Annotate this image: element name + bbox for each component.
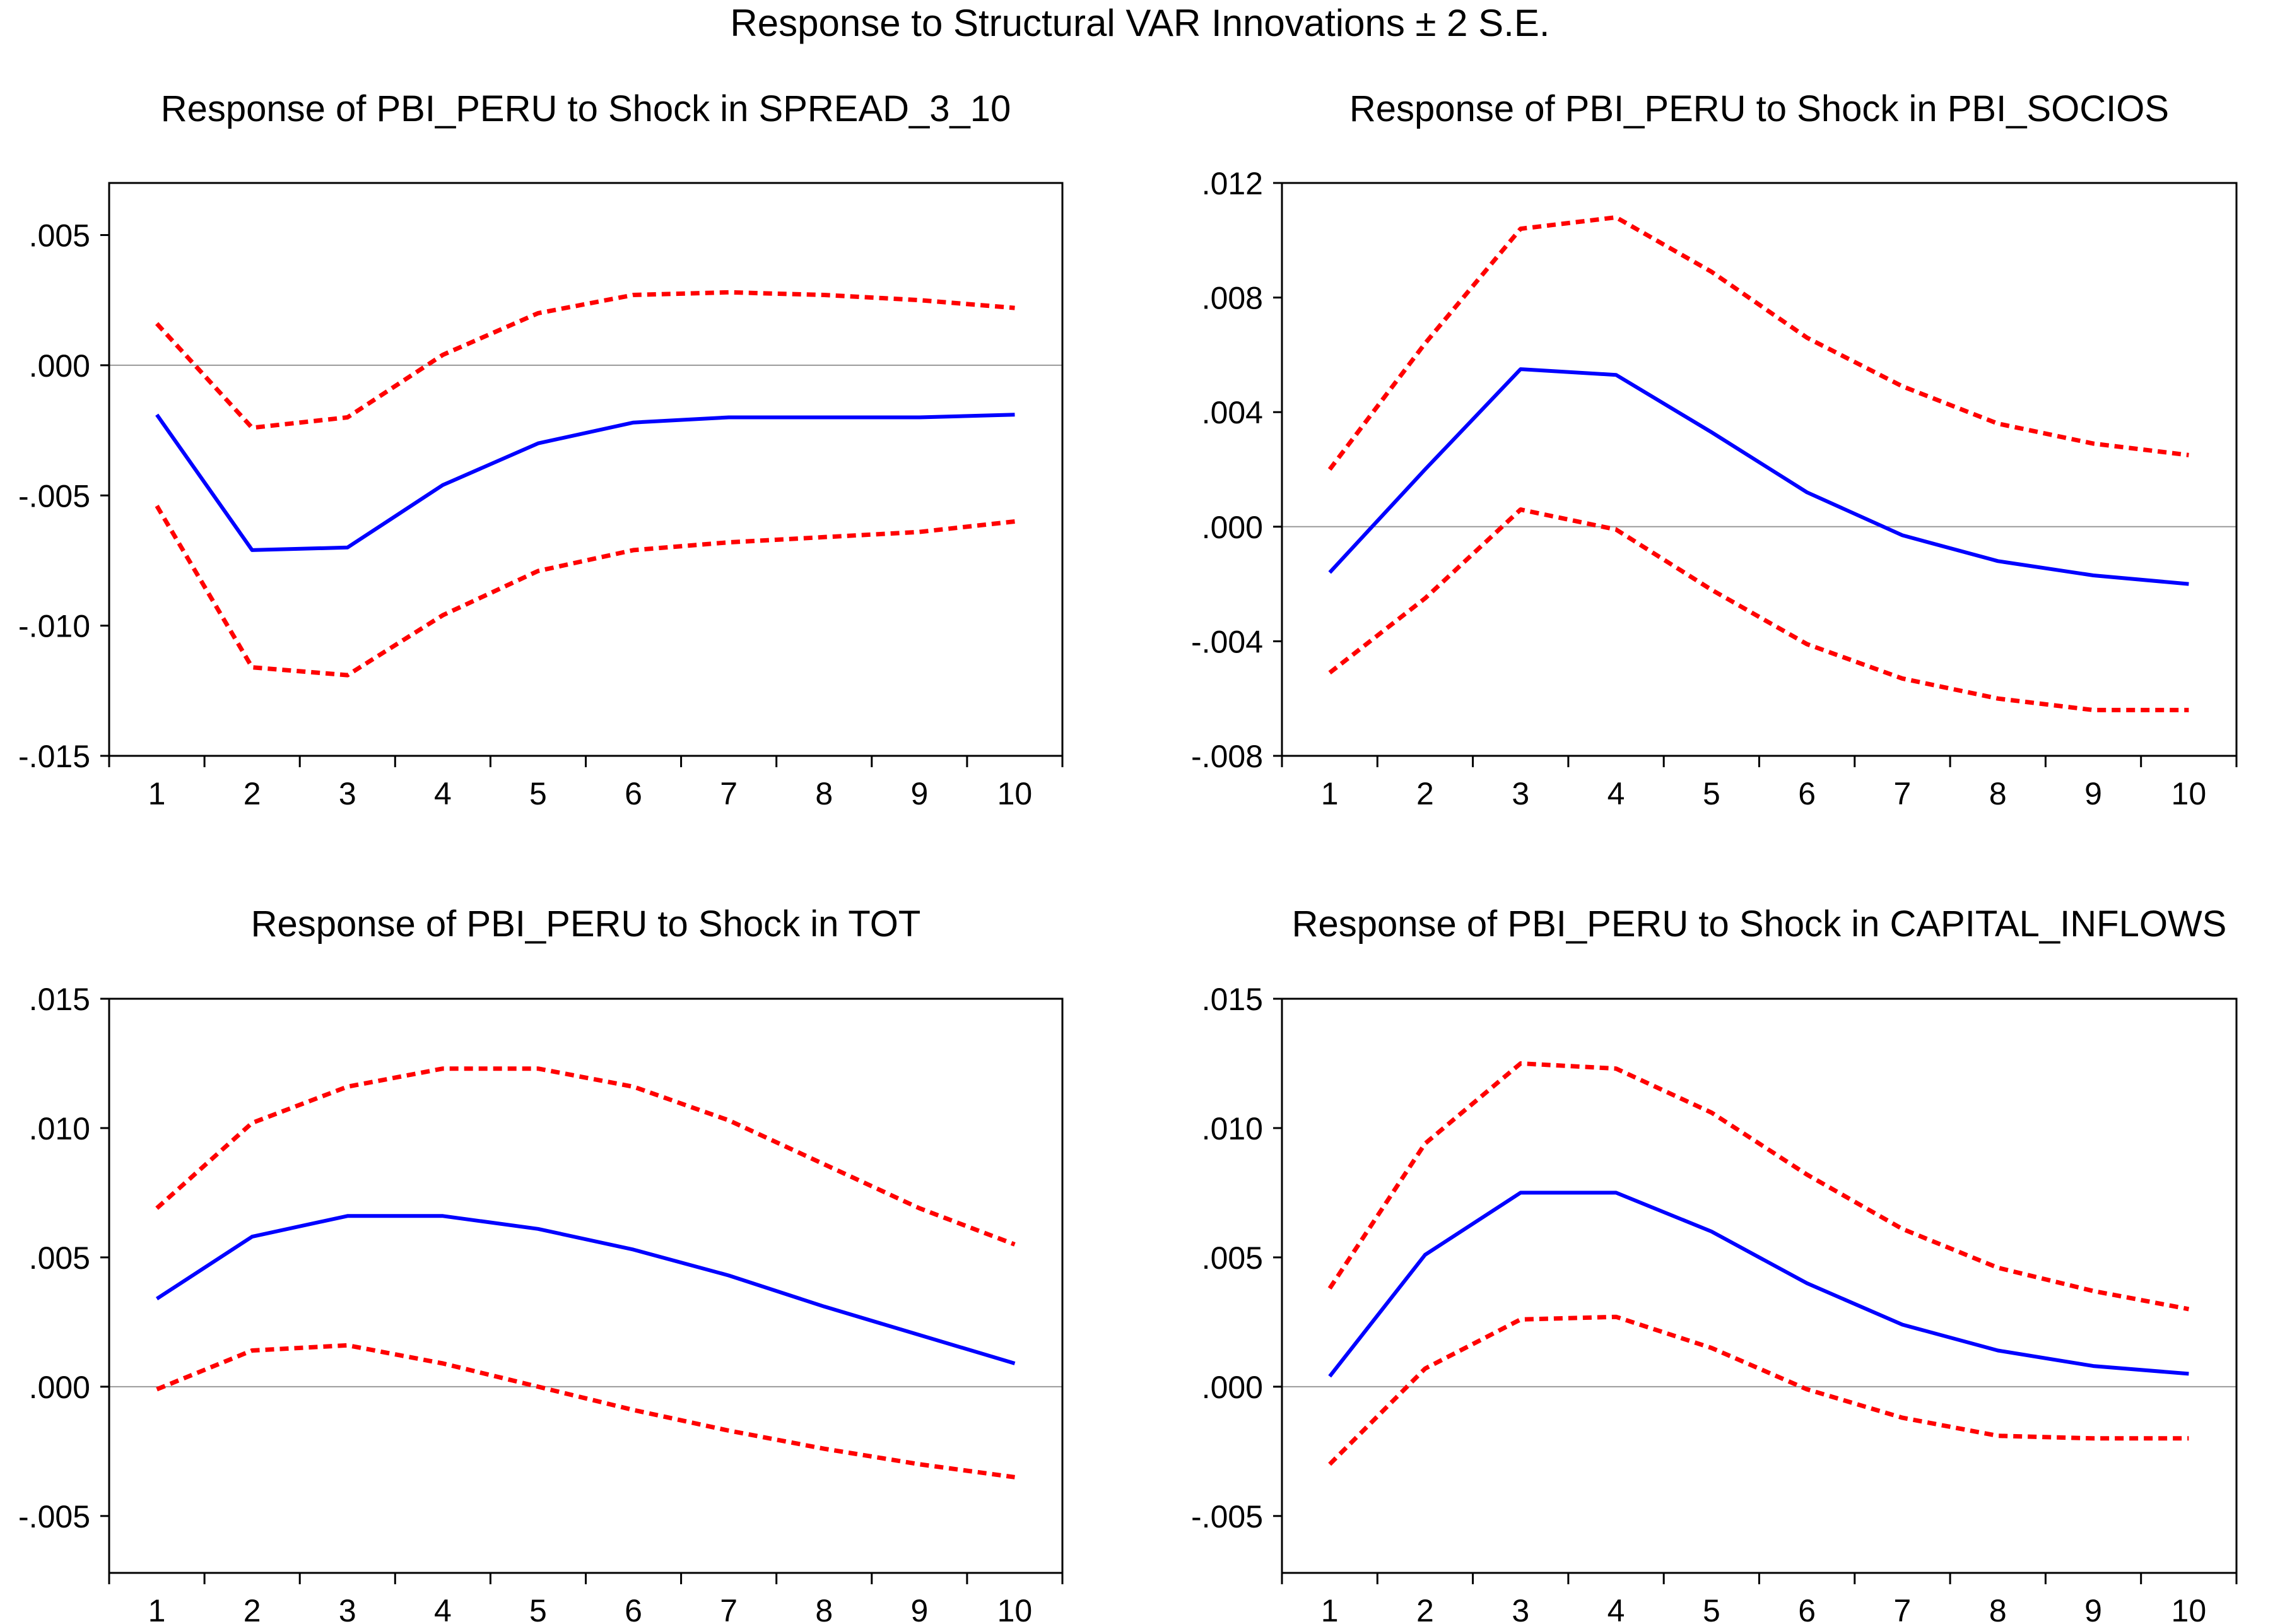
x-tick-label: 1 <box>1321 776 1339 811</box>
series-upper-line <box>155 1066 1016 1247</box>
plot-frame <box>108 997 1064 1574</box>
x-tick-label: 6 <box>1798 1593 1816 1624</box>
panel-tot: Response of PBI_PERU to Shock in TOT -.00… <box>18 903 1064 1624</box>
plot-frame <box>1281 997 2238 1574</box>
x-tick-label: 2 <box>1416 1593 1434 1624</box>
panel-capital-inflows: Response of PBI_PERU to Shock in CAPITAL… <box>1191 903 2238 1624</box>
y-tick-label: .015 <box>29 982 90 1017</box>
x-tick-label: 9 <box>910 1593 928 1624</box>
x-tick-label: 4 <box>1607 1593 1625 1624</box>
series-upper-line <box>155 290 1015 430</box>
x-tick-label: 6 <box>625 1593 642 1624</box>
x-tick-label: 6 <box>1798 776 1816 811</box>
x-tick-label: 3 <box>339 1593 356 1624</box>
x-tick-label: 2 <box>244 776 261 811</box>
x-tick-label: 3 <box>339 776 356 811</box>
series-response-line <box>1328 367 2189 586</box>
series-lower-line <box>156 1343 1015 1480</box>
y-tick-label: .005 <box>1202 1240 1263 1276</box>
y-tick-label: -.010 <box>18 609 90 644</box>
x-tick-label: 7 <box>1894 776 1912 811</box>
x-tick-label: 9 <box>2084 776 2102 811</box>
x-tick-label: 10 <box>997 1593 1033 1624</box>
x-tick-label: 2 <box>1416 776 1434 811</box>
y-tick-label: .005 <box>29 1240 90 1276</box>
y-tick-label: -.015 <box>18 739 90 774</box>
series-lower-line <box>155 505 1015 678</box>
y-tick-label: .010 <box>1202 1111 1263 1146</box>
y-tick-label: .000 <box>29 348 90 384</box>
y-tick-label: .000 <box>29 1370 90 1405</box>
y-tick-label: -.004 <box>1191 624 1263 659</box>
y-tick-label: .010 <box>29 1111 90 1146</box>
panel-title: Response of PBI_PERU to Shock in CAPITAL… <box>1292 903 2227 944</box>
x-tick-label: 8 <box>1989 776 2007 811</box>
x-tick-label: 4 <box>434 776 452 811</box>
x-tick-label: 10 <box>997 776 1033 811</box>
y-tick-label: .012 <box>1202 166 1263 201</box>
y-tick-label: .004 <box>1202 395 1263 430</box>
x-tick-label: 4 <box>434 1593 452 1624</box>
series-response-line <box>1328 1191 2189 1378</box>
x-tick-label: 7 <box>720 1593 737 1624</box>
plot-frame <box>108 182 1064 757</box>
x-tick-label: 9 <box>910 776 928 811</box>
x-tick-label: 9 <box>2084 1593 2102 1624</box>
x-tick-label: 5 <box>1703 776 1720 811</box>
y-tick-label: .008 <box>1202 281 1263 316</box>
y-tick-label: -.005 <box>1191 1499 1263 1534</box>
x-tick-label: 8 <box>815 776 833 811</box>
series-response-line <box>155 413 1015 552</box>
x-tick-label: 5 <box>529 776 547 811</box>
y-tick-label: -.005 <box>18 1499 90 1534</box>
x-tick-label: 2 <box>244 1593 261 1624</box>
x-tick-label: 1 <box>148 776 166 811</box>
x-tick-label: 10 <box>2171 1593 2207 1624</box>
y-tick-label: -.005 <box>18 478 90 514</box>
x-tick-label: 5 <box>1703 1593 1720 1624</box>
y-tick-label: .005 <box>29 218 90 254</box>
series-lower-line <box>1328 1314 2189 1466</box>
x-tick-label: 4 <box>1607 776 1625 811</box>
series-upper-line <box>1327 1061 2190 1312</box>
panel-title: Response of PBI_PERU to Shock in TOT <box>251 903 921 944</box>
y-tick-label: .000 <box>1202 510 1263 545</box>
series-upper-line <box>1327 215 2189 471</box>
x-tick-label: 5 <box>529 1593 547 1624</box>
x-tick-label: 7 <box>720 776 737 811</box>
x-tick-label: 8 <box>1989 1593 2007 1624</box>
panel-spread: Response of PBI_PERU to Shock in SPREAD_… <box>18 88 1064 811</box>
main-title: Response to Structural VAR Innovations ±… <box>730 2 1550 44</box>
x-tick-label: 3 <box>1512 1593 1529 1624</box>
panel-socios: Response of PBI_PERU to Shock in PBI_SOC… <box>1191 88 2238 811</box>
x-tick-label: 6 <box>625 776 642 811</box>
y-tick-label: .015 <box>1202 982 1263 1017</box>
x-tick-label: 1 <box>148 1593 166 1624</box>
y-tick-label: .000 <box>1202 1370 1263 1405</box>
panel-title: Response of PBI_PERU to Shock in SPREAD_… <box>161 88 1011 129</box>
x-tick-label: 8 <box>815 1593 833 1624</box>
x-tick-label: 7 <box>1894 1593 1912 1624</box>
y-tick-label: -.008 <box>1191 739 1263 774</box>
series-lower-line <box>1328 507 2189 712</box>
x-tick-label: 1 <box>1321 1593 1339 1624</box>
x-tick-label: 3 <box>1512 776 1529 811</box>
series-response-line <box>155 1214 1016 1365</box>
x-tick-label: 10 <box>2171 776 2207 811</box>
panel-title: Response of PBI_PERU to Shock in PBI_SOC… <box>1349 88 2169 129</box>
